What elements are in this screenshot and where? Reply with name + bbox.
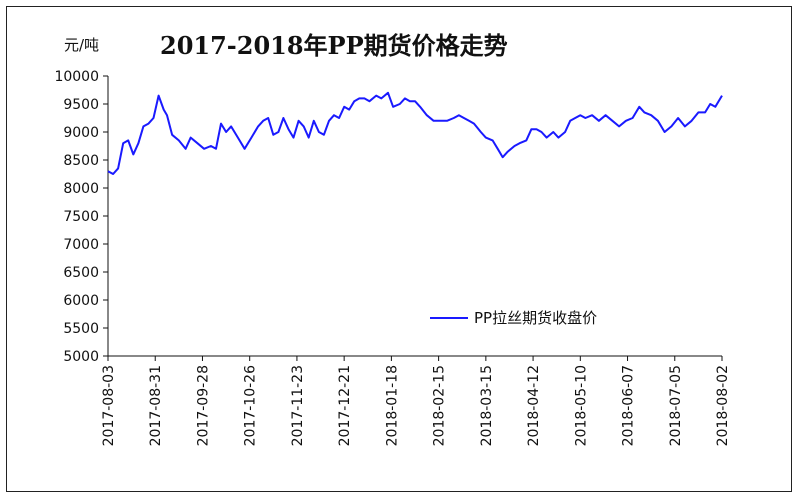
x-tick-label: 2018-04-12 <box>526 365 542 446</box>
x-tick-label: 2018-03-15 <box>479 365 495 446</box>
legend-label: PP拉丝期货收盘价 <box>474 309 597 327</box>
y-tick-label: 6500 <box>63 265 99 281</box>
x-tick-label: 2017-08-31 <box>148 365 164 446</box>
x-tick-label: 2017-08-03 <box>101 365 117 446</box>
y-tick-label: 7500 <box>63 209 99 225</box>
x-tick-label: 2018-07-05 <box>668 365 684 446</box>
y-tick-label: 5000 <box>63 349 99 365</box>
x-tick-label: 2018-05-10 <box>573 365 589 446</box>
chart-frame <box>6 6 792 492</box>
x-tick-label: 2018-06-07 <box>621 365 637 446</box>
y-tick-label: 8500 <box>63 153 99 169</box>
x-tick-label: 2018-08-02 <box>715 365 731 446</box>
x-tick-label: 2018-02-15 <box>432 365 448 446</box>
y-tick-label: 8000 <box>63 181 99 197</box>
series-layer <box>107 91 723 175</box>
chart-title: 2017-2018年PP期货价格走势 <box>160 31 508 60</box>
x-tick-label: 2018-01-18 <box>384 365 400 446</box>
x-axis: 2017-08-03 2017-08-31 2017-09-28 2017-10-26… <box>101 355 731 446</box>
y-tick-label: 9500 <box>63 97 99 113</box>
y-axis: 5000 5500 6000 6500 7000 7500 8000 8500 9000 9500… <box>54 69 109 365</box>
y-tick-label: 6000 <box>63 293 99 309</box>
legend: PP拉丝期货收盘价 <box>430 309 597 327</box>
y-tick-label: 9000 <box>63 125 99 141</box>
y-tick-label: 5500 <box>63 321 99 337</box>
x-tick-label: 2017-11-23 <box>290 365 306 446</box>
y-axis-unit-label: 元/吨 <box>64 36 100 54</box>
y-tick-label: 7000 <box>63 237 99 253</box>
y-tick-label: 10000 <box>54 69 99 85</box>
series-line-pp-close <box>107 91 723 175</box>
x-tick-label: 2017-10-26 <box>243 365 259 446</box>
x-tick-label: 2017-09-28 <box>195 365 211 446</box>
x-tick-label: 2017-12-21 <box>337 365 353 446</box>
